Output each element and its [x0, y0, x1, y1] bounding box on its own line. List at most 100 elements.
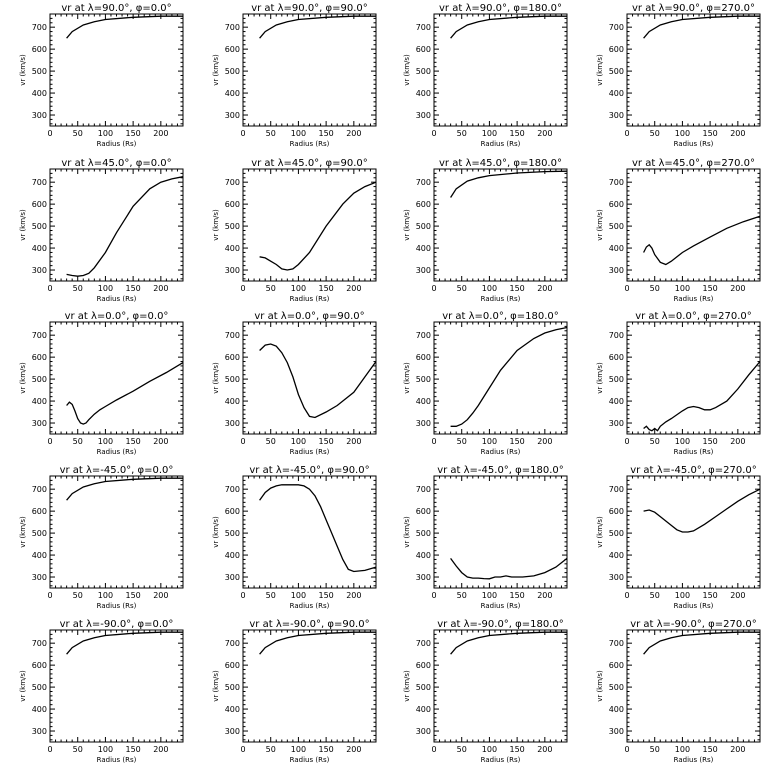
x-tick-label: 0	[624, 745, 629, 754]
y-axis-label: vr (km/s)	[596, 362, 604, 394]
x-tick-label: 50	[457, 437, 467, 446]
series-line	[66, 477, 183, 501]
y-axis-label: vr (km/s)	[403, 54, 411, 86]
y-tick-label: 300	[416, 573, 431, 582]
series-line	[643, 215, 761, 266]
x-tick-label: 150	[318, 745, 333, 754]
y-axis-label: vr (km/s)	[212, 209, 220, 241]
y-tick-label: 500	[609, 683, 624, 692]
x-axis-label: Radius (Rs)	[481, 602, 521, 610]
plot-frame	[433, 629, 568, 743]
series-line	[259, 343, 377, 419]
x-tick-label: 50	[650, 745, 660, 754]
x-tick-label: 200	[153, 591, 168, 600]
y-tick-label: 300	[609, 266, 624, 275]
x-tick-label: 150	[125, 437, 140, 446]
series-line	[259, 631, 376, 655]
y-axis-label: vr (km/s)	[403, 209, 411, 241]
y-tick-label: 400	[609, 551, 624, 560]
y-tick-label: 600	[609, 45, 624, 54]
y-tick-label: 700	[416, 331, 431, 340]
x-axis-label: Radius (Rs)	[674, 448, 714, 456]
x-tick-label: 200	[346, 745, 361, 754]
chart-title: vr at λ=45.0°, φ=180.0°	[439, 158, 562, 169]
x-tick-label: 0	[47, 129, 52, 138]
chart-title: vr at λ=-45.0°, φ=90.0°	[249, 465, 369, 476]
y-tick-label: 700	[225, 331, 240, 340]
y-tick-label: 500	[416, 67, 431, 76]
y-tick-label: 600	[416, 661, 431, 670]
chart-panel: vr at λ=-45.0°, φ=180.0° 0 50 100 150 200 300 4…	[403, 465, 568, 610]
chart-panel: vr at λ=0.0°, φ=180.0° 0 50 100 150 200 300 400…	[403, 311, 568, 456]
y-tick-label: 300	[225, 111, 240, 120]
series-line	[66, 176, 184, 277]
x-axis-label: Radius (Rs)	[97, 602, 137, 610]
y-tick-label: 500	[225, 375, 240, 384]
x-tick-label: 100	[675, 745, 690, 754]
chart-panel: vr at λ=0.0°, φ=0.0° 0 50 100 150 200 300 400 50…	[19, 311, 184, 456]
x-tick-label: 50	[73, 437, 83, 446]
x-tick-label: 50	[73, 129, 83, 138]
x-tick-label: 150	[125, 284, 140, 293]
y-tick-label: 700	[609, 178, 624, 187]
x-tick-label: 150	[509, 129, 524, 138]
x-axis-label: Radius (Rs)	[290, 756, 330, 764]
x-axis-label: Radius (Rs)	[290, 448, 330, 456]
chart-panel: vr at λ=0.0°, φ=270.0° 0 50 100 150 200 300 400…	[596, 311, 761, 456]
x-axis-label: Radius (Rs)	[290, 140, 330, 148]
plot-frame	[49, 168, 184, 282]
y-tick-label: 700	[225, 178, 240, 187]
x-tick-label: 200	[730, 129, 745, 138]
x-tick-label: 100	[98, 437, 113, 446]
chart-title: vr at λ=-45.0°, φ=270.0°	[630, 465, 757, 476]
y-tick-label: 400	[416, 397, 431, 406]
series-line	[643, 488, 761, 533]
chart-panel: vr at λ=0.0°, φ=90.0° 0 50 100 150 200 300 400 5…	[212, 311, 377, 456]
y-tick-label: 400	[416, 89, 431, 98]
x-tick-label: 200	[153, 129, 168, 138]
x-tick-label: 50	[650, 129, 660, 138]
y-axis-label: vr (km/s)	[403, 516, 411, 548]
y-tick-label: 700	[416, 178, 431, 187]
chart-panel: vr at λ=90.0°, φ=180.0° 0 50 100 150 200 300 40…	[403, 3, 568, 148]
x-tick-label: 0	[624, 129, 629, 138]
y-tick-label: 700	[609, 331, 624, 340]
x-tick-label: 50	[266, 129, 276, 138]
chart-title: vr at λ=0.0°, φ=270.0°	[635, 311, 752, 322]
plot-frame	[626, 475, 761, 589]
y-tick-label: 500	[416, 683, 431, 692]
x-tick-label: 200	[730, 437, 745, 446]
y-tick-label: 600	[609, 661, 624, 670]
chart-panel: vr at λ=45.0°, φ=270.0° 0 50 100 150 200 300 40…	[596, 158, 761, 303]
x-axis-label: Radius (Rs)	[674, 602, 714, 610]
x-tick-label: 200	[153, 745, 168, 754]
y-axis-label: vr (km/s)	[212, 54, 220, 86]
x-tick-label: 0	[47, 284, 52, 293]
x-axis-label: Radius (Rs)	[481, 140, 521, 148]
y-tick-label: 400	[32, 89, 47, 98]
y-tick-label: 700	[32, 639, 47, 648]
x-tick-label: 100	[98, 591, 113, 600]
y-tick-label: 500	[225, 222, 240, 231]
x-tick-label: 150	[702, 745, 717, 754]
plot-frame	[242, 168, 377, 282]
chart-title: vr at λ=-45.0°, φ=180.0°	[437, 465, 564, 476]
y-tick-label: 600	[609, 200, 624, 209]
y-tick-label: 700	[32, 178, 47, 187]
x-tick-label: 50	[73, 284, 83, 293]
chart-panel: vr at λ=45.0°, φ=180.0° 0 50 100 150 200 300 40…	[403, 158, 568, 303]
x-tick-label: 100	[482, 284, 497, 293]
y-tick-label: 300	[225, 419, 240, 428]
chart-title: vr at λ=-90.0°, φ=90.0°	[249, 619, 369, 630]
x-tick-label: 200	[537, 591, 552, 600]
y-tick-label: 700	[225, 23, 240, 32]
chart-title: vr at λ=90.0°, φ=0.0°	[61, 3, 171, 14]
chart-panel: vr at λ=-90.0°, φ=0.0° 0 50 100 150 200 300 400…	[19, 619, 184, 764]
x-axis-label: Radius (Rs)	[481, 295, 521, 303]
x-tick-label: 200	[537, 284, 552, 293]
y-tick-label: 600	[32, 45, 47, 54]
x-tick-label: 50	[650, 591, 660, 600]
x-tick-label: 100	[482, 591, 497, 600]
x-tick-label: 50	[73, 591, 83, 600]
y-tick-label: 400	[225, 244, 240, 253]
